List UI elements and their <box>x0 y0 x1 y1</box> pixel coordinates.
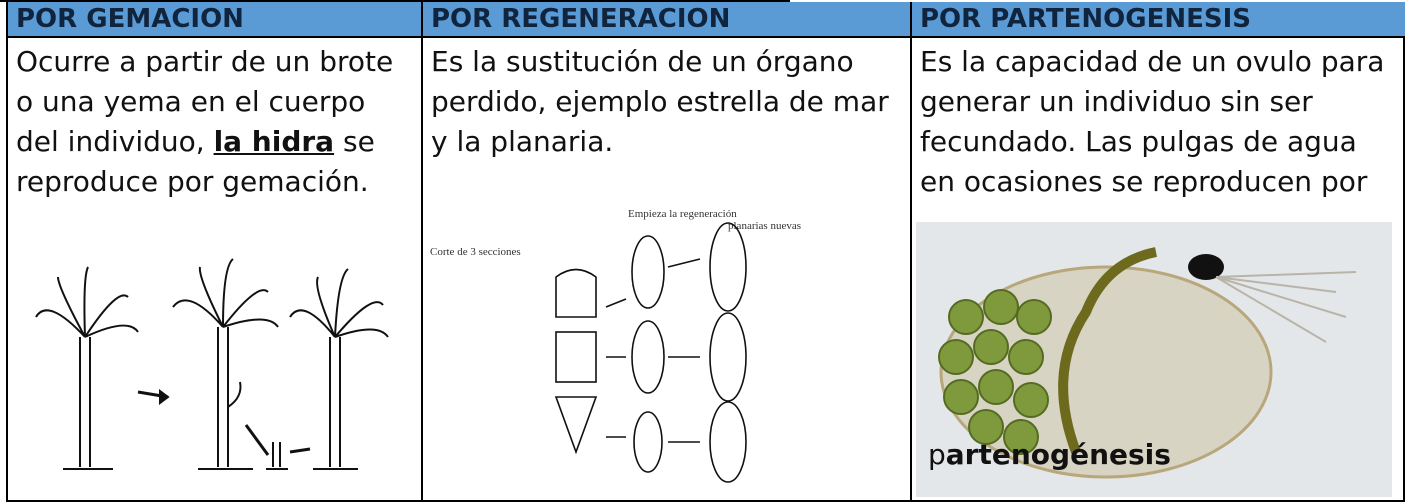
header-cell: POR PARTENOGENESIS <box>912 2 1405 38</box>
text: p <box>928 438 946 471</box>
column: POR REGENERACION Es la sustitución de un… <box>421 2 910 502</box>
text: Es la sustitución de un órgano perdido, … <box>431 45 889 158</box>
planaria-figure: Empieza la regeneración planarias nuevas… <box>430 208 801 483</box>
emphasis: la hidra <box>213 125 335 158</box>
text: Es la capacidad de un ovulo para generar… <box>920 45 1385 198</box>
column: POR GEMACION Ocurre a partir de un brote… <box>6 2 421 502</box>
text: artenogénesis <box>945 438 1171 471</box>
figure-label: Corte de 3 secciones <box>430 246 521 258</box>
cell-text: Ocurre a partir de un brote o una yema e… <box>16 42 413 202</box>
text: Ocurre a partir de un brote o una yema e… <box>16 45 394 158</box>
text: se reproduce por gemación. <box>16 125 375 198</box>
daphnia-photo <box>916 222 1392 497</box>
column: POR PARTENOGENESIS Es la capacidad de un… <box>910 2 1405 502</box>
cell-text: Es la sustitución de un órgano perdido, … <box>431 42 902 162</box>
header-cell: POR REGENERACION <box>423 2 910 38</box>
hydra-figure <box>35 258 389 470</box>
header-cell: POR GEMACION <box>8 2 421 38</box>
cell-text: Es la capacidad de un ovulo para generar… <box>920 42 1397 202</box>
figure-label: planarias nuevas <box>728 220 801 232</box>
figure-label: Empieza la regeneración <box>628 208 737 220</box>
photo-caption: partenogénesis <box>928 438 1171 471</box>
top-rule <box>0 0 790 2</box>
